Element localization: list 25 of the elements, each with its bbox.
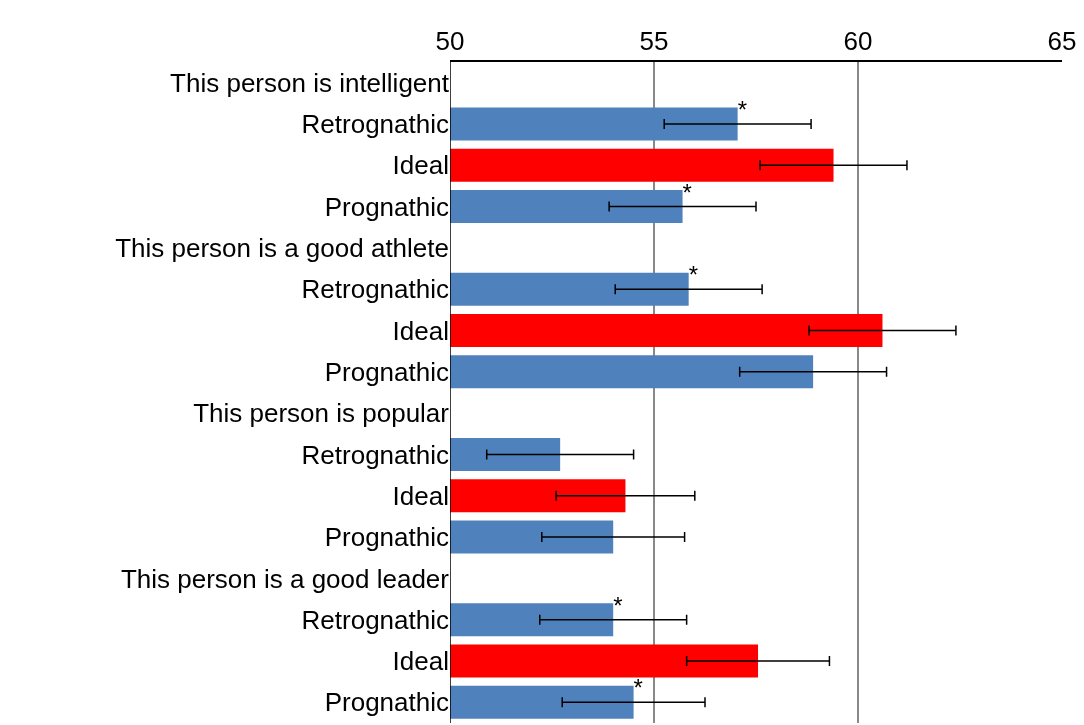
y-tick-label: Prognathic [324,356,449,387]
y-tick-label: This person is intelligent [170,67,450,98]
y-tick-label: Prognathic [324,191,449,222]
y-tick-label: Prognathic [324,687,449,718]
y-tick-label: This person is a good athlete [115,233,449,264]
y-tick-label: Ideal [392,480,449,511]
x-tick-label: 50 [435,25,465,56]
y-tick-label: This person is a good leader [120,563,450,594]
data-label: * [737,95,747,123]
y-tick-label: Retrognathic [301,439,449,470]
y-tick-label: This person is popular [193,398,450,429]
y-tick-label: Prognathic [324,522,449,553]
y-tick-label: Retrognathic [301,274,449,305]
data-label: * [688,261,699,289]
data-label: * [613,591,623,619]
data-label: * [682,178,692,206]
x-tick-label: 55 [639,25,669,56]
x-tick-label: 65 [1047,25,1077,56]
data-label: * [633,674,643,702]
y-tick-label: Retrognathic [301,109,449,140]
y-tick-label: Ideal [392,315,449,346]
x-tick-label: 60 [843,25,873,56]
y-tick-label: Retrognathic [301,604,449,635]
y-tick-label: Ideal [392,150,449,181]
y-tick-label: Ideal [392,646,449,677]
